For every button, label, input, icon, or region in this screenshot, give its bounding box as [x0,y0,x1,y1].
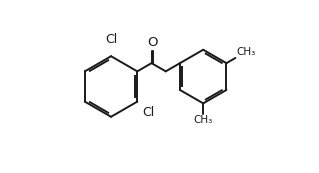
Text: O: O [147,36,158,49]
Text: CH₃: CH₃ [236,47,256,57]
Text: CH₃: CH₃ [194,115,213,125]
Text: Cl: Cl [105,33,117,46]
Text: Cl: Cl [143,106,155,119]
